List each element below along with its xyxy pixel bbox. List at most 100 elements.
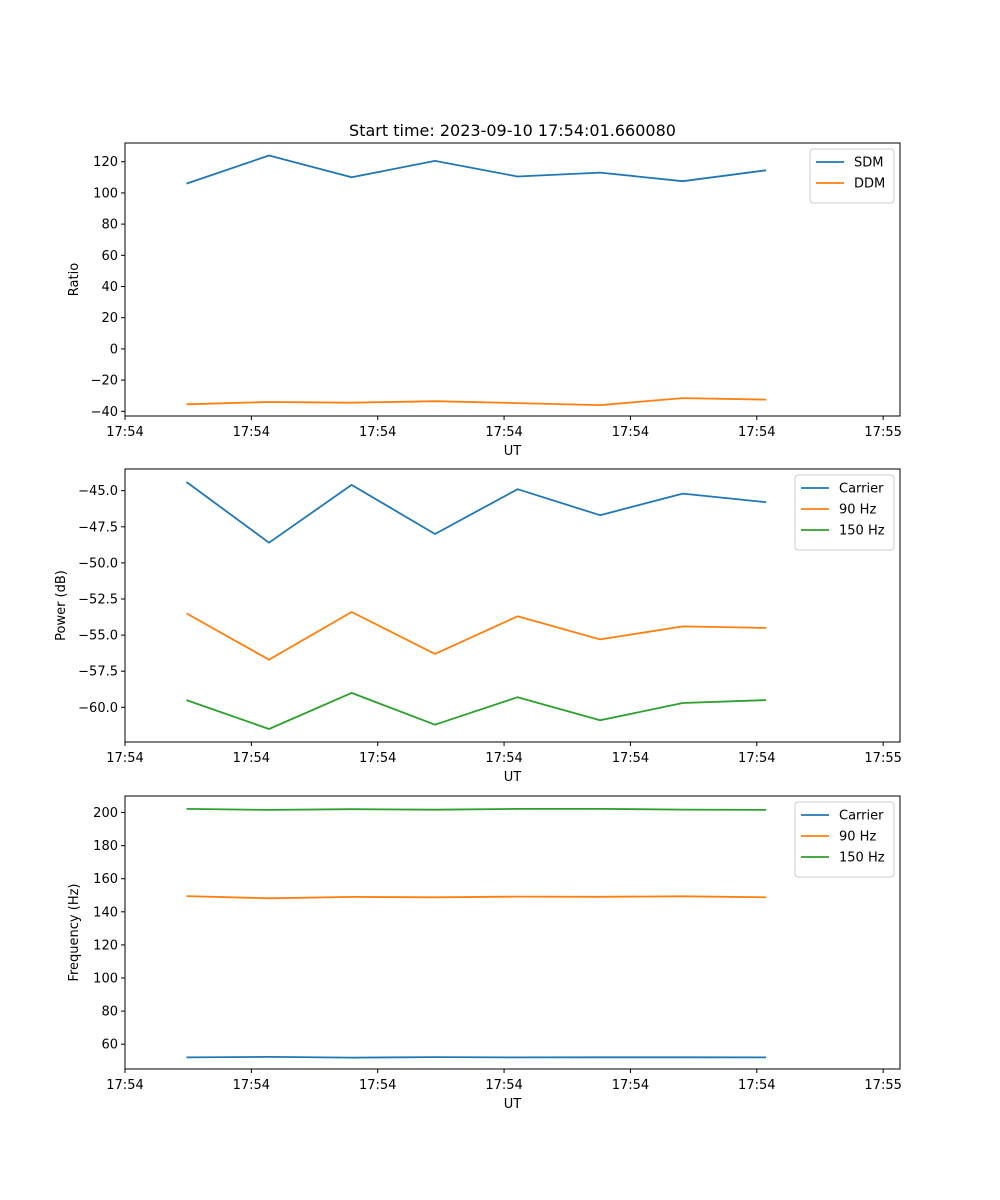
x-tick-label: 17:54 (233, 1078, 270, 1093)
y-tick: −55.0 (78, 629, 125, 644)
y-tick-label: 60 (101, 249, 118, 264)
y-tick: 100 (93, 972, 125, 987)
y-tick-label: 80 (101, 1005, 118, 1020)
y-tick-label: 180 (93, 839, 118, 854)
x-tick: 17:54 (106, 742, 144, 766)
legend: Carrier 90 Hz 150 Hz (794, 474, 895, 551)
legend-entry: SDM (816, 156, 883, 171)
x-axis-label: UT (504, 770, 522, 785)
series-line-150-hz (186, 808, 767, 811)
x-tick: 17:55 (864, 1069, 902, 1093)
x-tick: 17:54 (359, 416, 396, 440)
legend-entry: 90 Hz (801, 830, 876, 845)
x-tick-label: 17:54 (738, 425, 775, 440)
legend-entry: DDM (816, 177, 885, 192)
series-line-90-hz (186, 611, 767, 661)
y-tick-label: 160 (93, 872, 118, 887)
axes-frame (124, 795, 901, 1070)
y-tick: 60 (101, 1038, 125, 1053)
y-tick-label: 100 (93, 972, 118, 987)
y-tick-label: −45.0 (78, 484, 118, 499)
x-tick: 17:54 (485, 742, 523, 766)
axes-frame (124, 468, 901, 743)
x-tick-label: 17:54 (359, 425, 396, 440)
y-tick-label: 100 (93, 186, 118, 201)
y-tick: −57.5 (78, 665, 125, 680)
x-tick-label: 17:54 (485, 751, 522, 766)
x-tick-label: 17:54 (359, 751, 396, 766)
y-tick-label: −40 (91, 405, 118, 420)
y-tick: 0 (110, 342, 125, 357)
x-tick: 17:54 (106, 1069, 144, 1093)
legend: SDM DDM (809, 148, 895, 204)
x-tick: 17:54 (359, 742, 396, 766)
y-tick: 80 (101, 218, 125, 233)
x-tick-label: 17:54 (106, 1078, 143, 1093)
y-tick-label: −47.5 (78, 520, 118, 535)
y-axis-label: Power (dB) (54, 570, 69, 641)
y-tick-label: 120 (93, 155, 118, 170)
y-tick: 120 (93, 155, 125, 170)
legend-label: DDM (854, 177, 885, 192)
series-line-carrier (185, 481, 767, 544)
x-axis-label: UT (504, 1097, 522, 1112)
y-tick: 200 (93, 806, 125, 821)
x-tick: 17:54 (106, 416, 144, 440)
legend-entry: 150 Hz (801, 524, 885, 539)
x-tick-label: 17:54 (612, 1078, 649, 1093)
y-tick: 100 (93, 186, 125, 201)
x-tick: 17:54 (612, 742, 649, 766)
y-tick: −52.5 (78, 593, 125, 608)
y-tick-label: 200 (93, 806, 118, 821)
legend-label: 150 Hz (839, 524, 885, 539)
y-tick-label: −50.0 (78, 556, 118, 571)
x-tick-label: 17:54 (738, 751, 775, 766)
x-tick: 17:55 (864, 742, 902, 766)
x-tick: 17:54 (738, 1069, 776, 1093)
x-tick-label: 17:55 (864, 751, 901, 766)
y-tick-label: 40 (101, 280, 118, 295)
y-tick: −45.0 (78, 484, 125, 499)
y-tick-label: −57.5 (78, 665, 118, 680)
x-tick-label: 17:54 (612, 425, 649, 440)
x-tick-label: 17:54 (485, 1078, 522, 1093)
subplot-2: 17:54 17:54 17:54 17:54 17:54 17:54 17:55 −60.0… (54, 468, 902, 785)
y-tick-label: −20 (91, 374, 118, 389)
legend-label: 150 Hz (839, 851, 885, 866)
series-line-90-hz (186, 895, 767, 900)
y-tick-label: −52.5 (78, 593, 118, 608)
y-tick: 40 (101, 280, 125, 295)
y-tick: 180 (93, 839, 125, 854)
x-tick: 17:54 (233, 742, 270, 766)
legend-entry: Carrier (801, 482, 884, 497)
x-tick-label: 17:54 (233, 425, 270, 440)
legend-label: 90 Hz (839, 503, 876, 518)
series-line-carrier (186, 1056, 767, 1059)
y-axis-label: Frequency (Hz) (67, 883, 82, 981)
legend-entry: 150 Hz (801, 851, 885, 866)
x-tick: 17:54 (485, 416, 523, 440)
legend-label: 90 Hz (839, 830, 876, 845)
chart-title: Start time: 2023-09-10 17:54:01.660080 (349, 121, 676, 140)
x-tick-label: 17:54 (612, 751, 649, 766)
y-tick: −50.0 (78, 556, 125, 571)
x-tick: 17:54 (738, 416, 776, 440)
y-tick: −20 (91, 374, 125, 389)
y-tick-label: −60.0 (78, 701, 118, 716)
x-tick-label: 17:55 (864, 425, 901, 440)
x-tick: 17:54 (485, 1069, 523, 1093)
x-tick: 17:54 (612, 1069, 649, 1093)
x-tick: 17:55 (864, 416, 902, 440)
x-tick: 17:54 (612, 416, 649, 440)
y-tick-label: 80 (101, 218, 118, 233)
x-tick-label: 17:55 (864, 1078, 901, 1093)
x-tick-label: 17:54 (106, 751, 143, 766)
x-tick-label: 17:54 (738, 1078, 775, 1093)
x-axis-label: UT (504, 444, 522, 459)
x-tick: 17:54 (233, 1069, 270, 1093)
axes-frame (124, 142, 901, 417)
series-line-150-hz (186, 692, 767, 730)
y-tick-label: 60 (101, 1038, 118, 1053)
y-tick: −47.5 (78, 520, 125, 535)
